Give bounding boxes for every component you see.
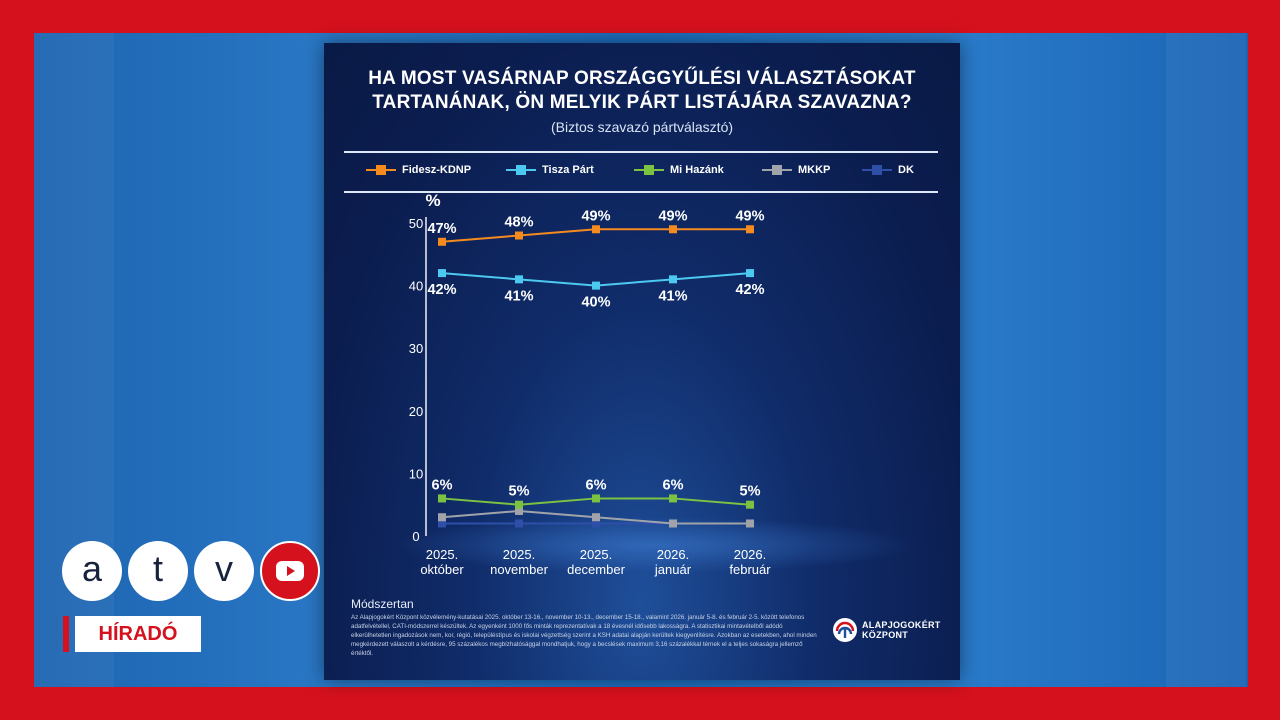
y-tick-label: 20 (409, 404, 423, 419)
legend-item-dk: DK (862, 164, 914, 176)
data-point-fidesz-kdnp (592, 225, 600, 234)
data-label-fidesz-kdnp: 47% (427, 221, 456, 237)
legend-item-fidesz: Fidesz-KDNP (366, 164, 471, 176)
alapjogokert-emblem-icon (833, 618, 857, 642)
data-label-mi-haz-nk: 6% (586, 477, 607, 493)
legend-item-mkkp: MKKP (762, 164, 830, 176)
logo-line-1: ALAPJOGOKÉRT (862, 620, 941, 630)
data-label-mi-haz-nk: 6% (663, 477, 684, 493)
chart-title-line-1: HA MOST VASÁRNAP ORSZÁGGYŰLÉSI VÁLASZTÁS… (368, 68, 916, 89)
legend-label-dk: DK (898, 164, 914, 176)
data-point-mkkp (438, 513, 446, 522)
data-point-dk (592, 519, 600, 528)
x-tick-label-year: 2026. (734, 547, 767, 562)
atv-letter-t: t (128, 541, 188, 601)
line-chart: %010203040502025.október2025.november202… (394, 191, 914, 577)
x-tick-label-year: 2025. (426, 547, 459, 562)
legend-swatch-fidesz (366, 165, 396, 175)
data-point-mkkp (669, 519, 677, 528)
program-label: HÍRADÓ (63, 616, 201, 652)
youtube-play-icon (276, 561, 304, 581)
legend-label-mihazank: Mi Hazánk (670, 164, 724, 176)
data-point-tisza-p-rt (669, 275, 677, 284)
data-point-tisza-p-rt (746, 269, 754, 278)
data-label-tisza-p-rt: 42% (427, 282, 456, 298)
data-label-mi-haz-nk: 5% (509, 484, 530, 500)
legend-label-mkkp: MKKP (798, 164, 831, 176)
data-point-dk (515, 519, 523, 528)
x-tick-label-month: október (420, 562, 464, 577)
data-point-tisza-p-rt (515, 275, 523, 284)
x-tick-label-year: 2025. (580, 547, 613, 562)
alapjogokert-kozpont-logo: ALAPJOGOKÉRT KÖZPONT (832, 617, 941, 643)
data-point-mkkp (592, 513, 600, 522)
poll-infographic-panel: HA MOST VASÁRNAP ORSZÁGGYŰLÉSI VÁLASZTÁS… (324, 43, 960, 680)
data-label-fidesz-kdnp: 49% (658, 208, 687, 224)
legend-bottom-rule (344, 191, 938, 193)
data-label-tisza-p-rt: 41% (504, 288, 533, 304)
x-tick-label-month: január (654, 562, 692, 577)
data-point-tisza-p-rt (592, 281, 600, 290)
data-point-mi-haz-nk (746, 500, 754, 509)
program-label-accent (63, 616, 69, 652)
data-label-tisza-p-rt: 40% (581, 295, 610, 311)
data-point-dk (438, 519, 446, 528)
x-tick-label-year: 2025. (503, 547, 536, 562)
data-point-fidesz-kdnp (746, 225, 754, 234)
legend-item-mihazank: Mi Hazánk (634, 164, 724, 176)
chart-title: HA MOST VASÁRNAP ORSZÁGGYŰLÉSI VÁLASZTÁS… (324, 67, 960, 115)
y-tick-label: 40 (409, 279, 423, 294)
youtube-icon[interactable] (260, 541, 320, 601)
legend-swatch-dk (862, 165, 892, 175)
legend-swatch-tisza (506, 165, 536, 175)
legend-swatch-mihazank (634, 165, 664, 175)
data-point-mkkp (746, 519, 754, 528)
data-point-fidesz-kdnp (438, 237, 446, 246)
y-tick-label: 50 (409, 216, 423, 231)
atv-channel-logo: a t v (62, 541, 324, 603)
atv-letter-v: v (194, 541, 254, 601)
data-point-fidesz-kdnp (669, 225, 677, 234)
chart-title-line-2: TARTANÁNAK, ÖN MELYIK PÁRT LISTÁJÁRA SZA… (372, 92, 912, 113)
data-point-mi-haz-nk (669, 494, 677, 503)
logo-line-2: KÖZPONT (862, 630, 909, 640)
data-label-tisza-p-rt: 41% (658, 288, 687, 304)
legend-item-tisza: Tisza Párt (506, 164, 594, 176)
atv-letter-a: a (62, 541, 122, 601)
methodology-title: Módszertan (351, 597, 414, 611)
x-tick-label-year: 2026. (657, 547, 690, 562)
x-tick-label-month: november (490, 562, 548, 577)
data-point-mi-haz-nk (515, 500, 523, 509)
data-point-tisza-p-rt (438, 269, 446, 278)
legend-top-rule (344, 151, 938, 153)
x-tick-label-month: december (567, 562, 625, 577)
data-label-mi-haz-nk: 5% (740, 484, 761, 500)
data-point-mi-haz-nk (592, 494, 600, 503)
chart-floor-glow (394, 517, 914, 573)
data-label-fidesz-kdnp: 49% (581, 208, 610, 224)
data-label-fidesz-kdnp: 49% (735, 208, 764, 224)
x-tick-label-month: február (729, 562, 771, 577)
y-axis-label: % (425, 191, 440, 210)
y-tick-label: 30 (409, 341, 423, 356)
legend-label-tisza: Tisza Párt (542, 164, 594, 176)
data-point-mi-haz-nk (438, 494, 446, 503)
legend-swatch-mkkp (762, 165, 792, 175)
data-label-mi-haz-nk: 6% (432, 477, 453, 493)
y-tick-label: 0 (412, 529, 419, 544)
legend-label-fidesz: Fidesz-KDNP (402, 164, 472, 176)
data-label-fidesz-kdnp: 48% (504, 215, 533, 231)
data-label-tisza-p-rt: 42% (735, 282, 764, 298)
data-point-mkkp (515, 506, 523, 515)
chart-legend: Fidesz-KDNP Tisza Párt Mi Hazánk MKKP DK (344, 151, 938, 193)
chart-subtitle: (Biztos szavazó pártválasztó) (550, 119, 734, 135)
program-name: HÍRADÓ (75, 616, 201, 652)
data-point-fidesz-kdnp (515, 231, 523, 240)
methodology-text: Az Alapjogokért Központ közvélemény-kuta… (351, 614, 817, 658)
y-tick-label: 10 (409, 466, 423, 481)
